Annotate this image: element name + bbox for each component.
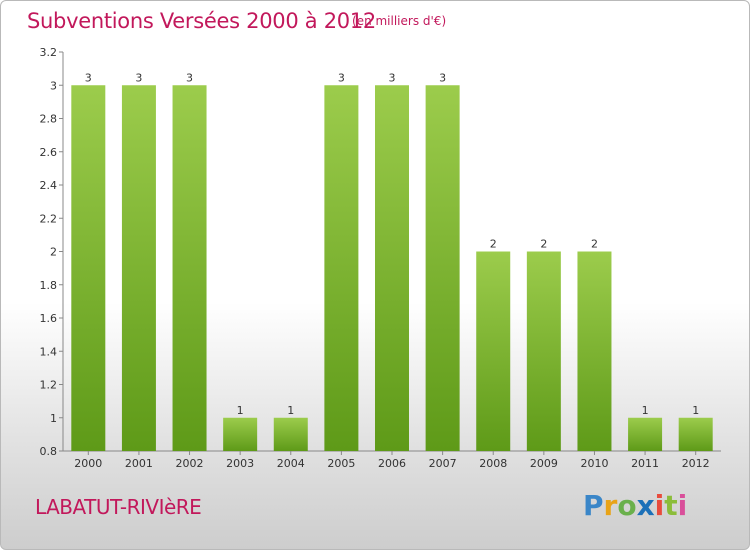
x-tick-label: 2001 — [125, 457, 153, 470]
y-tick-label: 1.8 — [40, 279, 58, 292]
logo-letter: P — [583, 489, 604, 522]
y-tick-label: 3.2 — [40, 46, 58, 59]
bar — [324, 85, 359, 451]
commune-name: LABATUT-RIVIèRE — [35, 495, 202, 519]
y-tick-label: 1.6 — [40, 312, 58, 325]
y-tick-label: 2 — [50, 246, 57, 259]
logo-letter: i — [677, 489, 688, 522]
logo-letter: x — [636, 489, 655, 522]
bar — [172, 85, 207, 451]
bar — [577, 251, 612, 451]
data-label: 1 — [692, 404, 699, 417]
bar — [375, 85, 409, 451]
y-tick-label: 2.6 — [40, 146, 58, 159]
y-tick-label: 1.4 — [40, 345, 58, 358]
data-label: 2 — [540, 238, 547, 251]
x-tick-label: 2004 — [277, 457, 305, 470]
y-tick-label: 1 — [50, 412, 57, 425]
y-tick-label: 2.2 — [40, 212, 58, 225]
data-label: 1 — [287, 404, 294, 417]
x-tick-label: 2006 — [378, 457, 406, 470]
data-label: 1 — [237, 404, 244, 417]
bar — [223, 417, 258, 451]
bar — [476, 251, 511, 451]
data-label: 3 — [85, 71, 92, 84]
x-tick-label: 2003 — [226, 457, 254, 470]
logo-letter: r — [603, 489, 618, 522]
proxiti-logo: Proxiti — [583, 489, 687, 522]
data-label: 2 — [591, 238, 598, 251]
y-tick-label: 2.4 — [40, 179, 58, 192]
data-label: 3 — [186, 71, 193, 84]
data-label: 3 — [338, 71, 345, 84]
bar — [273, 417, 308, 451]
y-tick-label: 0.8 — [40, 445, 58, 458]
data-label: 3 — [135, 71, 142, 84]
chart-title: Subventions Versées 2000 à 2012 — [27, 9, 376, 33]
y-tick-label: 3 — [50, 79, 57, 92]
x-tick-label: 2008 — [479, 457, 507, 470]
logo-letter: i — [654, 489, 665, 522]
x-tick-label: 2009 — [530, 457, 558, 470]
x-tick-label: 2007 — [429, 457, 457, 470]
x-tick-label: 2010 — [580, 457, 608, 470]
x-tick-label: 2002 — [176, 457, 204, 470]
y-tick-label: 2.8 — [40, 113, 58, 126]
x-tick-label: 2000 — [74, 457, 102, 470]
chart-axes: 0.8 1 1.2 1.4 1.6 1.8 2 2.2 2.4 2.6 2.8 3 3.2 2000 200… — [40, 46, 721, 470]
chart-data-labels: 3 3 3 1 1 3 3 3 2 2 2 1 1 — [85, 71, 699, 417]
y-tick-label: 1.2 — [40, 379, 58, 392]
data-label: 1 — [642, 404, 649, 417]
data-label: 2 — [490, 238, 497, 251]
bar — [678, 417, 713, 451]
bar — [425, 85, 460, 451]
x-tick-label: 2011 — [631, 457, 659, 470]
x-tick-label: 2012 — [682, 457, 710, 470]
data-label: 3 — [439, 71, 446, 84]
bar — [628, 417, 663, 451]
data-label: 3 — [389, 71, 396, 84]
x-tick-label: 2005 — [327, 457, 355, 470]
bar — [526, 251, 561, 451]
bar — [121, 85, 156, 451]
logo-letter: o — [617, 489, 637, 522]
logo-letter: t — [664, 489, 678, 522]
bar — [71, 85, 106, 451]
chart-bars — [71, 85, 713, 451]
chart-unit-label: (en milliers d'€) — [352, 14, 447, 28]
